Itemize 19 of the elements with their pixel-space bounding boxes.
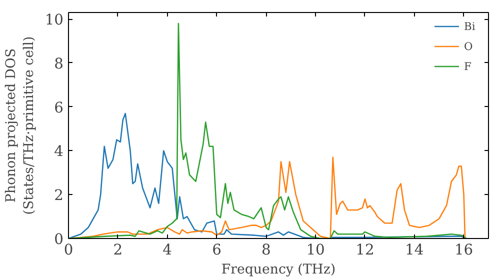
x-tick-label: 16 xyxy=(454,242,474,258)
y-axis-title: Phonon projected DOS (States/THz·primitive cell) xyxy=(4,36,37,215)
x-tick-label: 4 xyxy=(162,242,172,258)
y-tick-label: 8 xyxy=(54,55,64,72)
y-tick-label: 2 xyxy=(54,187,64,204)
x-tick-label: 2 xyxy=(113,242,123,258)
legend-label: Bi xyxy=(464,20,476,32)
y-tick-label: 10 xyxy=(44,12,64,29)
x-tick-label: 6 xyxy=(212,242,222,258)
y-tick-label: 4 xyxy=(54,143,64,160)
x-tick-label: 12 xyxy=(356,242,374,258)
legend-label: O xyxy=(464,40,474,52)
x-tick-label: 10 xyxy=(306,242,325,258)
x-tick-label: 8 xyxy=(261,242,271,258)
legend-label: F xyxy=(464,60,472,72)
x-axis-title: Frequency (THz) xyxy=(221,262,336,278)
x-tick-label: 14 xyxy=(405,242,424,258)
y-tick-label: 6 xyxy=(54,99,64,116)
y-tick-label: 0 xyxy=(54,231,64,248)
